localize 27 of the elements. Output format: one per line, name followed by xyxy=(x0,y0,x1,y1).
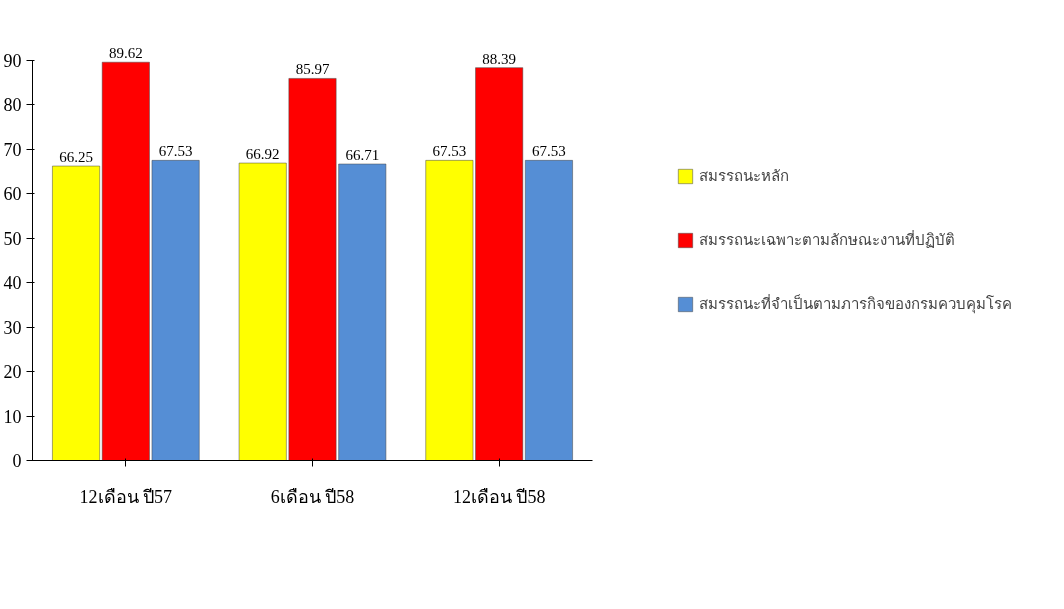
bar xyxy=(52,165,100,461)
y-tick-label: 60 xyxy=(3,184,22,205)
y-tick-label: 50 xyxy=(3,228,22,249)
x-tick-label: 12เดือน ปี57 xyxy=(79,486,173,507)
legend-label: สมรรถนะเฉพาะตามลักษณะงานที่ปฏิบัติ xyxy=(699,229,955,250)
data-label: 66.25 xyxy=(59,149,93,166)
legend-label: สมรรถนะหลัก xyxy=(699,166,789,186)
x-tick-label: 6เดือน ปี58 xyxy=(270,486,355,507)
y-tick-label: 40 xyxy=(3,273,22,294)
legend-label: สมรรถนะที่จำเป็นตามภารกิจของกรมควบคุมโรค xyxy=(699,293,1012,316)
data-label: 88.39 xyxy=(482,50,517,67)
y-tick-label: 30 xyxy=(3,317,22,338)
y-tick-label: 80 xyxy=(3,95,22,116)
y-tick-label: 90 xyxy=(3,51,22,71)
data-label: 66.71 xyxy=(345,147,380,164)
bar xyxy=(525,160,573,461)
y-tick-label: 70 xyxy=(3,139,22,160)
y-tick-label: 0 xyxy=(12,451,22,471)
data-label: 67.53 xyxy=(158,143,193,160)
data-label: 67.53 xyxy=(432,143,467,160)
y-tick-label: 20 xyxy=(3,362,22,383)
x-tick-label: 12เดือน ปี58 xyxy=(452,486,546,507)
data-label: 89.62 xyxy=(108,45,143,62)
data-label: 67.53 xyxy=(532,143,566,160)
y-tick-label: 10 xyxy=(3,406,22,427)
data-label: 66.92 xyxy=(245,146,280,163)
data-label: 85.97 xyxy=(295,61,330,78)
